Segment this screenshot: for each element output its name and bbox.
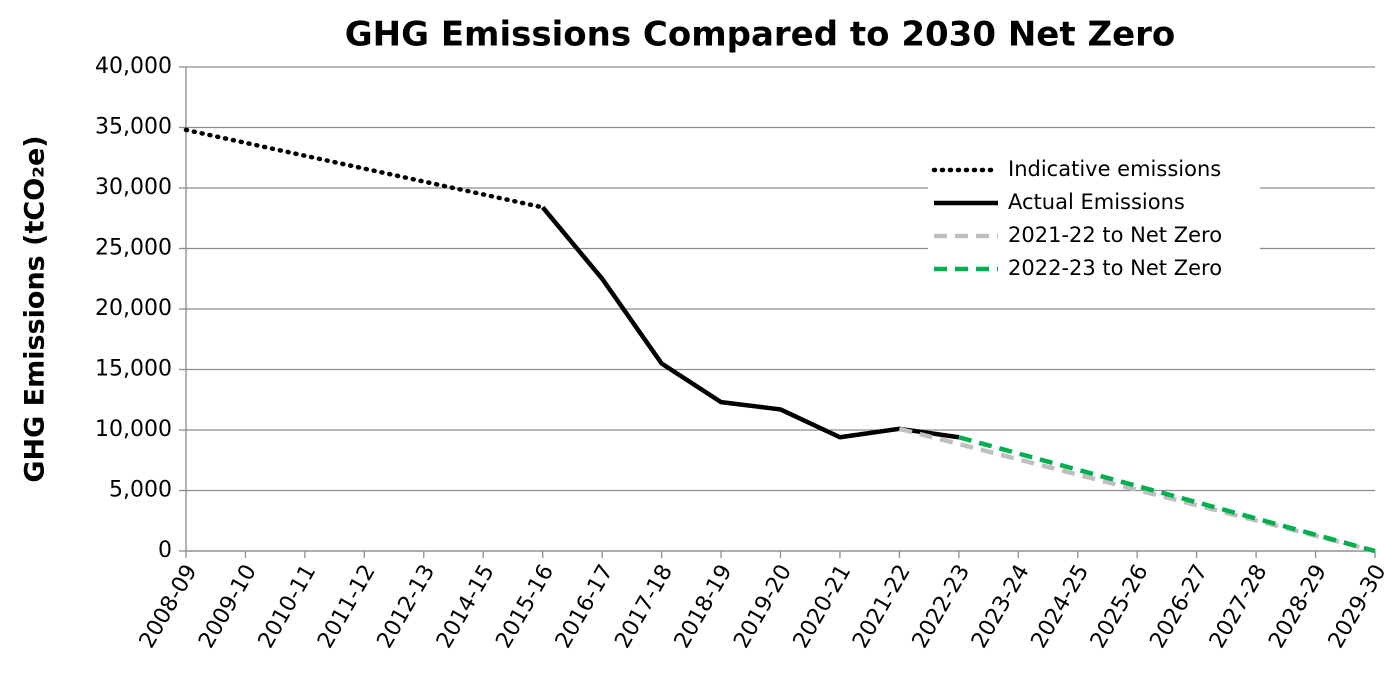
x-tick-label: 2015-16 xyxy=(491,561,559,653)
y-tick-label: 30,000 xyxy=(95,175,172,200)
y-tick-label: 10,000 xyxy=(95,417,172,442)
x-tick-label: 2012-13 xyxy=(373,561,441,653)
x-tick-label: 2025-26 xyxy=(1086,561,1154,653)
y-tick-label: 5,000 xyxy=(109,478,172,503)
legend-label: Actual Emissions xyxy=(1008,190,1185,214)
legend-label: Indicative emissions xyxy=(1008,157,1221,181)
series-line xyxy=(183,127,545,210)
x-tick-label: 2021-22 xyxy=(848,561,916,653)
x-tick-label: 2019-20 xyxy=(729,561,797,653)
legend-box xyxy=(928,155,1260,285)
x-tick-label: 2022-23 xyxy=(908,561,976,653)
x-tick-label: 2023-24 xyxy=(967,561,1035,653)
y-tick-label: 15,000 xyxy=(95,357,172,382)
chart-title: GHG Emissions Compared to 2030 Net Zero xyxy=(345,15,1176,55)
y-tick-label: 25,000 xyxy=(95,236,172,261)
x-tick-label: 2014-15 xyxy=(432,561,500,653)
y-tick-label: 40,000 xyxy=(95,54,172,79)
x-tick-label: 2017-18 xyxy=(610,561,678,653)
series-line xyxy=(898,426,1376,554)
x-tick-label: 2010-11 xyxy=(254,561,322,653)
y-tick-label: 0 xyxy=(158,538,172,563)
legend-label: 2021-22 to Net Zero xyxy=(1008,223,1222,247)
x-tick-label: 2016-17 xyxy=(551,561,619,653)
y-tick-label: 35,000 xyxy=(95,115,172,140)
x-tick-label: 2008-09 xyxy=(135,561,203,653)
x-tick-label: 2026-27 xyxy=(1145,561,1213,653)
x-tick-label: 2027-28 xyxy=(1205,561,1273,653)
series-line xyxy=(540,205,960,440)
legend-label: 2022-23 to Net Zero xyxy=(1008,256,1222,280)
x-tick-label: 2009-10 xyxy=(194,561,262,653)
x-tick-label: 2020-21 xyxy=(789,561,857,653)
series-line xyxy=(958,435,1376,554)
y-axis-title: GHG Emissions (tCO₂e) xyxy=(20,135,51,482)
x-tick-label: 2029-30 xyxy=(1324,561,1392,653)
x-tick-label: 2011-12 xyxy=(313,561,381,653)
y-tick-label: 20,000 xyxy=(95,296,172,321)
x-tick-label: 2028-29 xyxy=(1264,561,1332,653)
x-tick-label: 2024-25 xyxy=(1027,561,1095,653)
x-tick-label: 2018-19 xyxy=(670,561,738,653)
